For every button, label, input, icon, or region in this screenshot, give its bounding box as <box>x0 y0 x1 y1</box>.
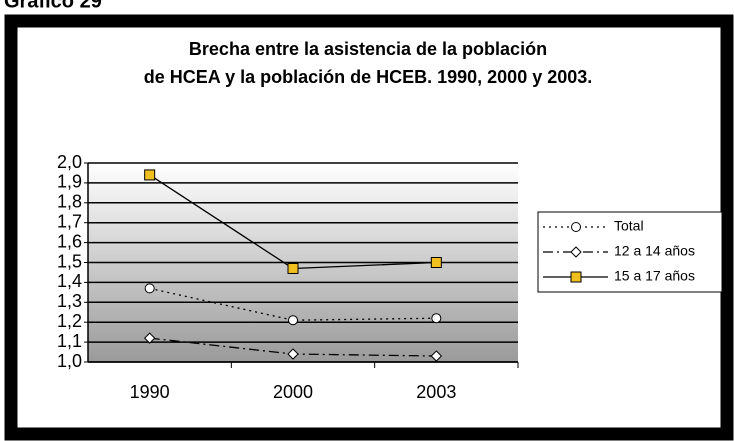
y-tick-label: 1,8 <box>57 192 82 212</box>
y-tick-label: 1,9 <box>57 172 82 192</box>
marker <box>571 222 581 232</box>
y-tick-label: 1,0 <box>57 351 82 371</box>
series-line <box>149 287 437 321</box>
y-tick-label: 1,3 <box>57 291 82 311</box>
legend-label: 12 a 14 años <box>614 243 695 259</box>
x-tick-label: 1990 <box>130 382 170 402</box>
y-tick-label: 1,6 <box>57 231 82 251</box>
y-tick-label: 2,0 <box>57 152 82 172</box>
chart-title: Brecha entre la asistencia de la poblaci… <box>189 39 547 59</box>
y-tick-label: 1,2 <box>57 311 82 331</box>
marker <box>570 246 582 258</box>
x-tick-label: 2003 <box>416 382 456 402</box>
marker <box>144 169 156 181</box>
legend-label: Total <box>614 218 644 234</box>
marker <box>288 315 298 326</box>
marker <box>431 313 442 324</box>
x-tick-label: 2000 <box>273 382 313 402</box>
legend-label: 15 a 17 años <box>614 268 695 284</box>
marker <box>144 283 155 294</box>
marker <box>287 262 299 274</box>
y-tick-label: 1,4 <box>57 271 82 291</box>
marker <box>430 257 442 268</box>
marker <box>287 348 299 360</box>
heading: Gráfico 29 <box>4 0 102 12</box>
marker <box>430 350 443 362</box>
y-tick-label: 1,1 <box>57 331 82 351</box>
marker <box>143 332 156 344</box>
y-tick-label: 1,7 <box>57 211 82 231</box>
marker <box>570 271 582 283</box>
y-tick-label: 1,5 <box>57 251 82 271</box>
chart-title: de HCEA y la población de HCEB. 1990, 20… <box>144 67 593 87</box>
